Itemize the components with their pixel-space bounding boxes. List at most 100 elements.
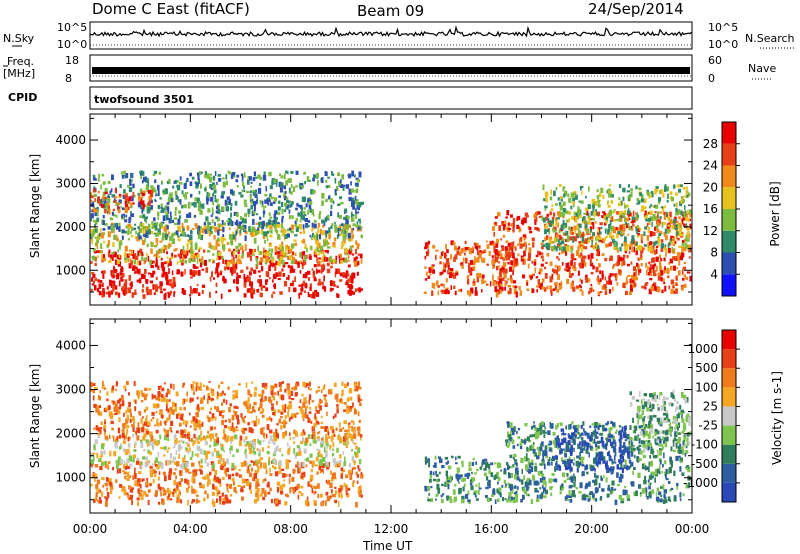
heatmap-cell (320, 268, 323, 274)
y-tick-label: 3000 (55, 176, 86, 190)
heatmap-cell (298, 293, 301, 299)
heatmap-cell (346, 226, 349, 229)
heatmap-cell (232, 251, 235, 256)
heatmap-cell (183, 183, 187, 189)
heatmap-cell (684, 223, 687, 229)
heatmap-cell (211, 219, 214, 224)
heatmap-cell (92, 273, 96, 278)
heatmap-cell (277, 277, 281, 280)
heatmap-cell (601, 274, 604, 278)
heatmap-cell (317, 403, 321, 409)
heatmap-cell (174, 439, 177, 445)
heatmap-cell (325, 185, 329, 189)
colorbar-swatch (722, 252, 736, 275)
heatmap-cell (164, 224, 169, 229)
heatmap-cell (189, 294, 192, 297)
heatmap-cell (656, 213, 659, 219)
heatmap-cell (470, 287, 474, 292)
heatmap-cell (302, 224, 305, 229)
heatmap-cell (182, 462, 184, 469)
heatmap-cell (94, 476, 96, 482)
heatmap-cell (597, 245, 600, 250)
heatmap-cell (195, 385, 198, 392)
heatmap-cell (240, 221, 243, 225)
heatmap-cell (587, 240, 590, 243)
heatmap-cell (337, 268, 341, 275)
heatmap-cell (257, 174, 261, 179)
heatmap-cell (107, 260, 112, 264)
heatmap-cell (131, 424, 134, 428)
heatmap-cell (114, 259, 118, 265)
heatmap-cell (125, 463, 128, 469)
heatmap-cell (303, 471, 306, 478)
heatmap-cell (160, 222, 164, 227)
heatmap-cell (353, 460, 356, 463)
heatmap-cell (632, 266, 636, 272)
heatmap-cell (295, 430, 298, 433)
heatmap-cell (213, 440, 217, 447)
heatmap-cell (562, 219, 565, 224)
heatmap-cell (298, 447, 301, 451)
heatmap-cell (442, 261, 445, 267)
heatmap-cell (186, 225, 190, 231)
heatmap-cell (152, 478, 155, 484)
heatmap-cell (213, 189, 217, 194)
heatmap-cell (306, 405, 309, 409)
heatmap-cell (566, 278, 570, 285)
heatmap-cell (204, 188, 207, 191)
heatmap-cell (144, 387, 148, 391)
heatmap-cell (329, 426, 333, 430)
heatmap-cell (97, 405, 100, 410)
heatmap-cell (221, 191, 225, 196)
heatmap-cell (166, 251, 168, 255)
heatmap-cell (147, 189, 151, 194)
heatmap-cell (129, 497, 132, 501)
heatmap-cell (592, 201, 595, 208)
heatmap-cell (658, 197, 662, 202)
heatmap-cell (518, 226, 521, 233)
heatmap-cell (307, 501, 310, 507)
heatmap-cell (527, 263, 530, 269)
heatmap-cell (260, 285, 263, 291)
heatmap-cell (226, 485, 229, 491)
heatmap-cell (301, 475, 303, 479)
heatmap-cell (500, 257, 504, 260)
heatmap-cell (351, 201, 355, 207)
heatmap-cell (553, 269, 557, 274)
heatmap-cell (299, 292, 303, 296)
heatmap-cell (291, 254, 294, 258)
heatmap-cell (430, 265, 434, 269)
heatmap-cell (262, 479, 265, 484)
heatmap-cell (474, 290, 478, 296)
heatmap-cell (192, 440, 196, 444)
heatmap-cell (111, 211, 114, 216)
heatmap-cell (683, 238, 686, 244)
heatmap-cell (344, 274, 347, 277)
heatmap-cell (122, 273, 125, 278)
heatmap-cell (140, 400, 144, 403)
heatmap-cell (152, 284, 155, 290)
heatmap-cell (287, 411, 290, 418)
heatmap-cell (610, 194, 614, 198)
heatmap-cell (252, 288, 256, 295)
heatmap-cell (560, 285, 562, 289)
heatmap-cell (226, 196, 230, 201)
heatmap-cell (172, 219, 175, 223)
heatmap-cell (565, 250, 568, 256)
heatmap-cell (209, 176, 213, 183)
heatmap-cell (159, 411, 163, 415)
heatmap-cell (267, 491, 271, 495)
heatmap-cell (252, 191, 256, 196)
heatmap-cell (307, 209, 310, 215)
heatmap-cell (273, 263, 276, 266)
heatmap-cell (506, 247, 510, 253)
heatmap-cell (664, 228, 668, 234)
heatmap-cell (664, 205, 666, 209)
heatmap-cell (447, 262, 450, 266)
heatmap-cell (495, 256, 499, 260)
heatmap-cell (134, 480, 137, 487)
heatmap-cell (636, 224, 639, 227)
heatmap-cell (354, 190, 357, 193)
heatmap-cell (210, 231, 213, 235)
heatmap-cell (351, 170, 355, 177)
